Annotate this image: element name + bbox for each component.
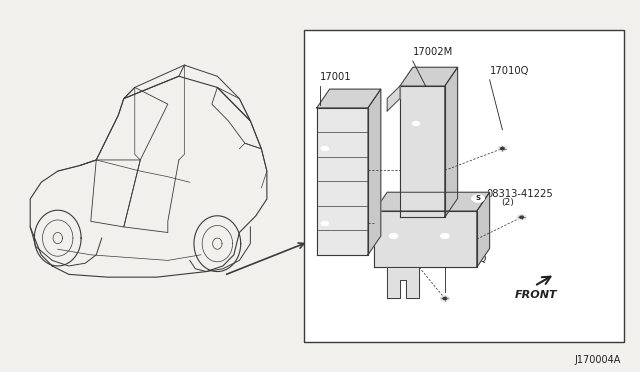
Text: J170004A: J170004A	[575, 355, 621, 365]
Circle shape	[412, 121, 420, 126]
Text: FRONT: FRONT	[515, 290, 558, 300]
Text: 17010Q: 17010Q	[448, 254, 488, 263]
Text: 08313-41225: 08313-41225	[486, 189, 553, 199]
Polygon shape	[317, 89, 381, 108]
Circle shape	[498, 146, 507, 151]
Circle shape	[500, 147, 504, 150]
Circle shape	[440, 233, 449, 238]
Circle shape	[472, 195, 484, 202]
Polygon shape	[368, 89, 381, 255]
Polygon shape	[477, 192, 490, 267]
Polygon shape	[387, 86, 400, 111]
Polygon shape	[445, 67, 458, 217]
Circle shape	[389, 233, 398, 238]
Circle shape	[443, 298, 447, 299]
Polygon shape	[317, 108, 368, 255]
Bar	[304, 30, 624, 342]
Circle shape	[520, 216, 524, 218]
Text: (2): (2)	[501, 199, 514, 208]
Polygon shape	[400, 67, 458, 86]
Circle shape	[440, 296, 449, 301]
Text: S: S	[476, 196, 481, 202]
Polygon shape	[387, 267, 419, 298]
Text: 17001: 17001	[320, 72, 351, 82]
Polygon shape	[374, 192, 490, 211]
Circle shape	[321, 146, 329, 151]
Polygon shape	[374, 211, 477, 267]
Polygon shape	[400, 86, 445, 217]
Circle shape	[321, 221, 329, 226]
Circle shape	[517, 215, 526, 220]
Text: 17002M: 17002M	[413, 47, 453, 57]
Text: 17010Q: 17010Q	[490, 66, 529, 76]
